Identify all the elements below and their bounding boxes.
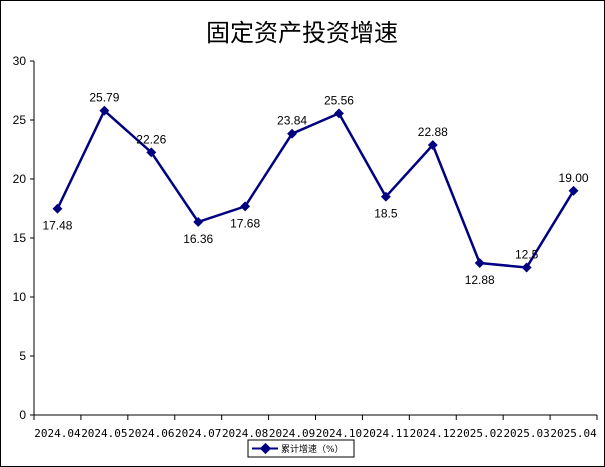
data-point [99,105,110,116]
data-point [380,191,391,202]
x-tick-label: 2025.03 [503,427,549,440]
data-label: 17.48 [42,219,72,233]
y-tick-label: 15 [13,231,27,245]
data-point [334,108,344,119]
data-point [568,185,579,196]
data-point [240,201,251,212]
data-label: 25.79 [89,91,119,105]
x-tick-label: 2024.08 [222,427,268,440]
data-label: 12.88 [465,273,495,287]
y-tick-label: 10 [13,290,27,304]
data-point [287,128,297,139]
legend-marker [259,442,272,455]
data-point [193,217,204,227]
y-axis: 0 5 10 15 20 25 30 [13,54,35,422]
chart-title: 固定资产投资增速 [206,19,398,47]
y-tick-label: 20 [13,172,27,186]
x-tick-label: 2024.04 [34,427,81,440]
x-tick-label: 2024.07 [175,427,221,440]
data-label: 19.00 [559,171,589,185]
y-tick-label: 0 [19,408,26,422]
series-polyline [56,109,575,269]
x-tick-label: 2025.02 [457,427,503,440]
x-tick-label: 2024.10 [316,427,362,440]
data-points [52,105,579,273]
x-tick-label: 2024.11 [363,427,409,440]
series-line [56,109,575,269]
data-point [52,203,63,214]
data-point [146,147,157,158]
data-label: 22.88 [418,125,448,139]
data-label: 16.36 [183,232,213,246]
data-label: 25.56 [324,93,354,107]
data-label: 18.5 [374,207,398,221]
x-tick-label: 2025.04 [550,427,597,440]
y-tick-label: 30 [13,54,27,68]
data-labels: 17.48 25.79 22.26 16.36 17.68 23.84 25.56 18.5 2… [42,91,588,287]
legend-label: 累计增速（%） [281,443,344,455]
x-tick-label: 2024.05 [81,427,127,440]
data-point [521,262,532,273]
data-label: 22.26 [136,132,166,146]
data-label: 23.84 [277,114,307,128]
data-point [474,258,485,268]
x-tick-label: 2024.09 [269,427,315,440]
x-axis: 2024.04 2024.05 2024.06 2024.07 2024.08 2024.… [33,414,598,440]
data-point [427,140,438,150]
legend-box [247,439,355,458]
data-label: 12.5 [515,248,539,262]
x-tick-label: 2024.12 [410,427,456,440]
legend: 累计增速（%） [247,439,355,458]
data-label: 17.68 [230,216,260,230]
y-tick-label: 25 [13,113,27,127]
x-tick-label: 2024.06 [128,427,174,440]
y-tick-label: 5 [19,349,26,363]
